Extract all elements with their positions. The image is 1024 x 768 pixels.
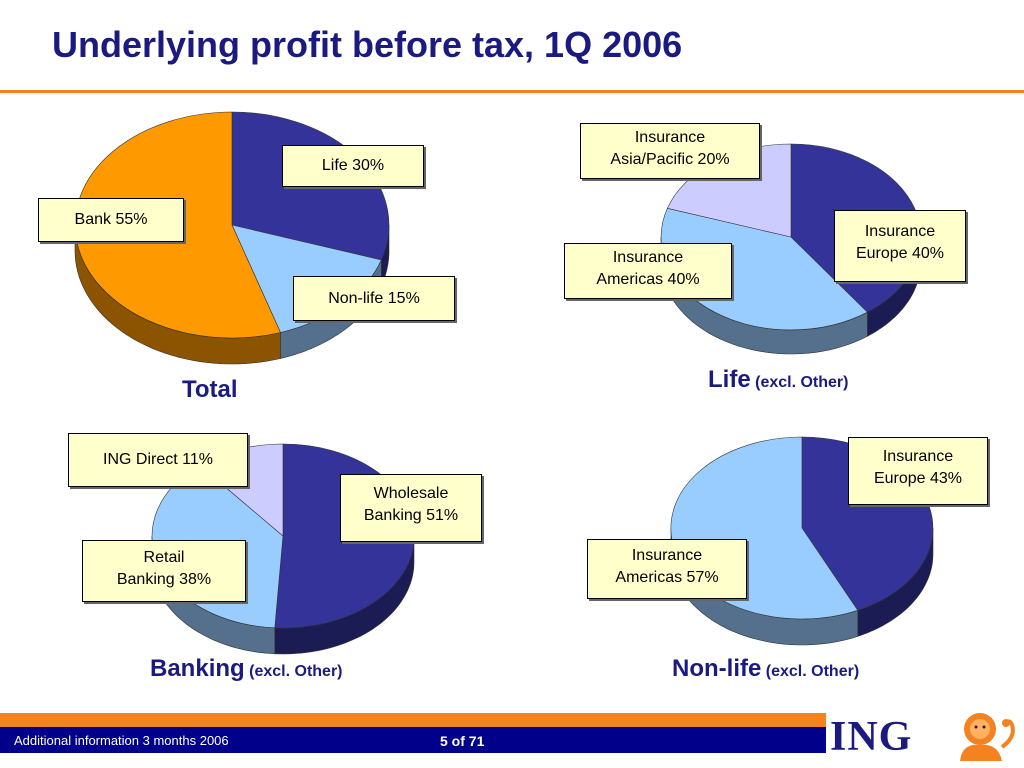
- page-number: 5 of 71: [440, 733, 485, 749]
- label-life-americas: Insurance Americas 40%: [564, 243, 732, 299]
- chart-title-banking: Banking (excl. Other): [150, 655, 343, 682]
- footer-text: Additional information 3 months 2006: [14, 733, 229, 748]
- chart-title-total: Total: [182, 376, 238, 403]
- label-total-bank: Bank 55%: [38, 198, 184, 242]
- chart-title-nonlife: Non-life (excl. Other): [672, 655, 860, 682]
- ing-logo: ING: [830, 705, 1020, 763]
- lion-icon: [960, 713, 1015, 761]
- footer-bar: [0, 727, 826, 753]
- chart-title-life: Life (excl. Other): [708, 366, 849, 393]
- label-total-life: Life 30%: [282, 145, 424, 187]
- label-life-asia: Insurance Asia/Pacific 20%: [580, 123, 760, 179]
- label-banking-wholesale: Wholesale Banking 51%: [340, 474, 482, 542]
- label-total-nonlife: Non-life 15%: [293, 276, 455, 321]
- pie-slice-life-insurance-americas: [660, 207, 868, 331]
- logo-text: ING: [830, 714, 913, 760]
- label-banking-ingdirect: ING Direct 11%: [68, 433, 248, 487]
- label-nonlife-europe: Insurance Europe 43%: [848, 437, 988, 505]
- label-banking-retail: Retail Banking 38%: [82, 540, 246, 602]
- footer-accent-bar: [0, 713, 826, 727]
- title-divider: [0, 90, 1024, 93]
- page-title: Underlying profit before tax, 1Q 2006: [52, 24, 683, 65]
- label-nonlife-americas: Insurance Americas 57%: [587, 539, 747, 599]
- label-life-europe: Insurance Europe 40%: [834, 210, 966, 282]
